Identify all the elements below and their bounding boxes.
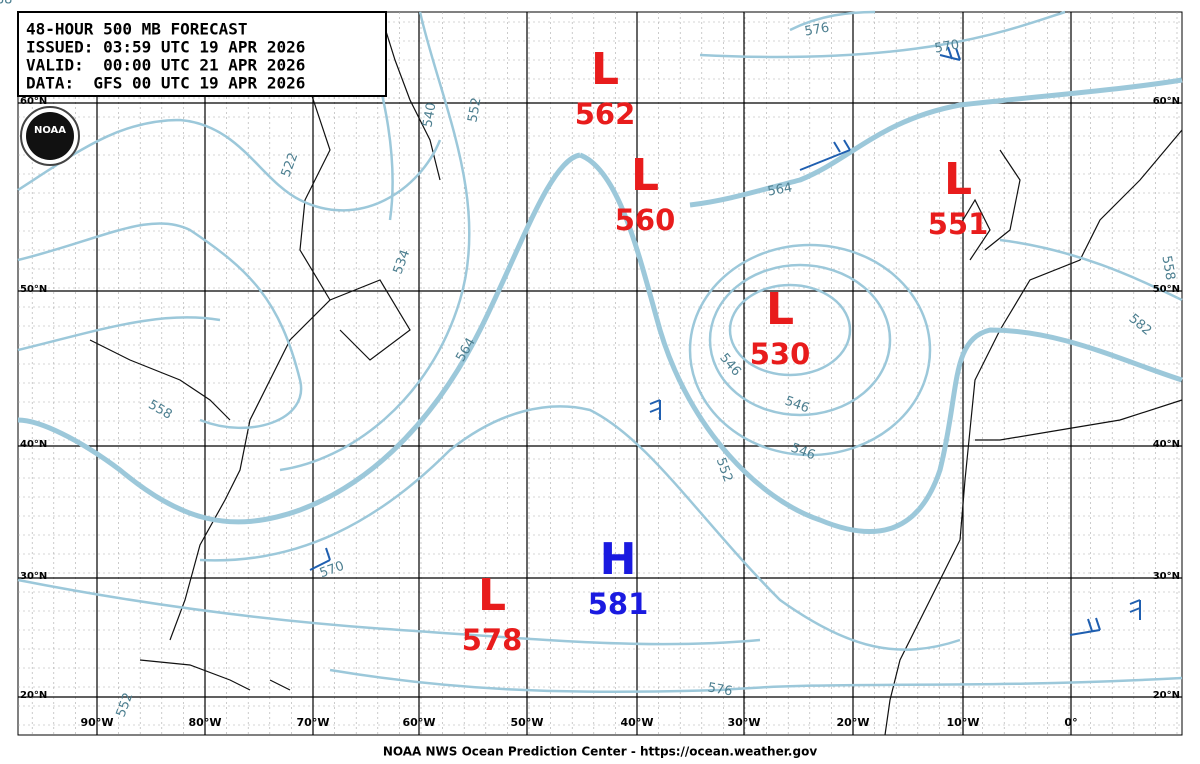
longitude-label: 10°W xyxy=(947,716,980,729)
latitude-label: 30°N xyxy=(20,571,47,582)
latitude-label: 50°N xyxy=(20,284,47,295)
latitude-label: 40°N xyxy=(1153,439,1180,450)
header-line: VALID: 00:00 UTC 21 APR 2026 xyxy=(26,56,305,75)
map-frame xyxy=(17,11,1183,736)
longitude-label: 30°W xyxy=(728,716,761,729)
center-value: 551 xyxy=(928,207,989,241)
noaa-logo: NOAA xyxy=(20,106,80,166)
latitude-label: 30°N xyxy=(1153,571,1180,582)
latitude-label: 40°N xyxy=(20,439,47,450)
header-line: DATA: GFS 00 UTC 19 APR 2026 xyxy=(26,74,305,93)
wind-barbs xyxy=(309,46,1141,636)
longitude-label: 70°W xyxy=(297,716,330,729)
latitude-label: 20°N xyxy=(1153,690,1180,701)
contour-label: 588 xyxy=(0,0,12,8)
contour-label: 570 xyxy=(933,37,960,56)
center-symbol: L xyxy=(944,154,972,205)
center-value: 578 xyxy=(462,623,523,657)
header-line: ISSUED: 03:59 UTC 19 APR 2026 xyxy=(26,38,305,57)
center-symbol: H xyxy=(600,534,637,585)
center-value: 530 xyxy=(750,337,811,371)
center-symbol: L xyxy=(591,44,619,95)
contour-label: 576 xyxy=(706,680,733,699)
latitude-label: 60°N xyxy=(20,96,47,107)
longitude-label: 80°W xyxy=(189,716,222,729)
height-contours xyxy=(17,10,1183,694)
header-frame xyxy=(17,11,387,97)
footer: NOAA NWS Ocean Prediction Center - https… xyxy=(383,745,817,759)
logo-disc xyxy=(26,112,74,160)
center-value: 560 xyxy=(615,203,676,237)
latitude-label: 50°N xyxy=(1153,284,1180,295)
contour-label: 552 xyxy=(465,96,484,123)
center-value: 562 xyxy=(575,97,636,131)
logo-text: NOAA xyxy=(34,125,66,136)
contour-label: 558 xyxy=(1158,254,1177,281)
contour-label: 540 xyxy=(420,101,439,128)
longitude-label: 40°W xyxy=(621,716,654,729)
header-line: 48-HOUR 500 MB FORECAST xyxy=(26,20,248,39)
coastlines xyxy=(89,11,1183,736)
latitude-label: 20°N xyxy=(20,690,47,701)
longitude-label: 0° xyxy=(1064,716,1077,729)
contour-label: 564 xyxy=(766,180,793,199)
center-symbol: L xyxy=(766,284,794,335)
center-symbol: L xyxy=(478,570,506,621)
center-symbol: L xyxy=(631,150,659,201)
latitude-label: 60°N xyxy=(1153,96,1180,107)
contour-label: 576 xyxy=(803,20,830,39)
header-box: 48-HOUR 500 MB FORECAST ISSUED: 03:59 UT… xyxy=(17,11,387,97)
longitude-label: 60°W xyxy=(403,716,436,729)
longitude-label: 90°W xyxy=(81,716,114,729)
longitude-label: 20°W xyxy=(837,716,870,729)
center-value: 581 xyxy=(588,587,649,621)
longitude-label: 50°W xyxy=(511,716,544,729)
